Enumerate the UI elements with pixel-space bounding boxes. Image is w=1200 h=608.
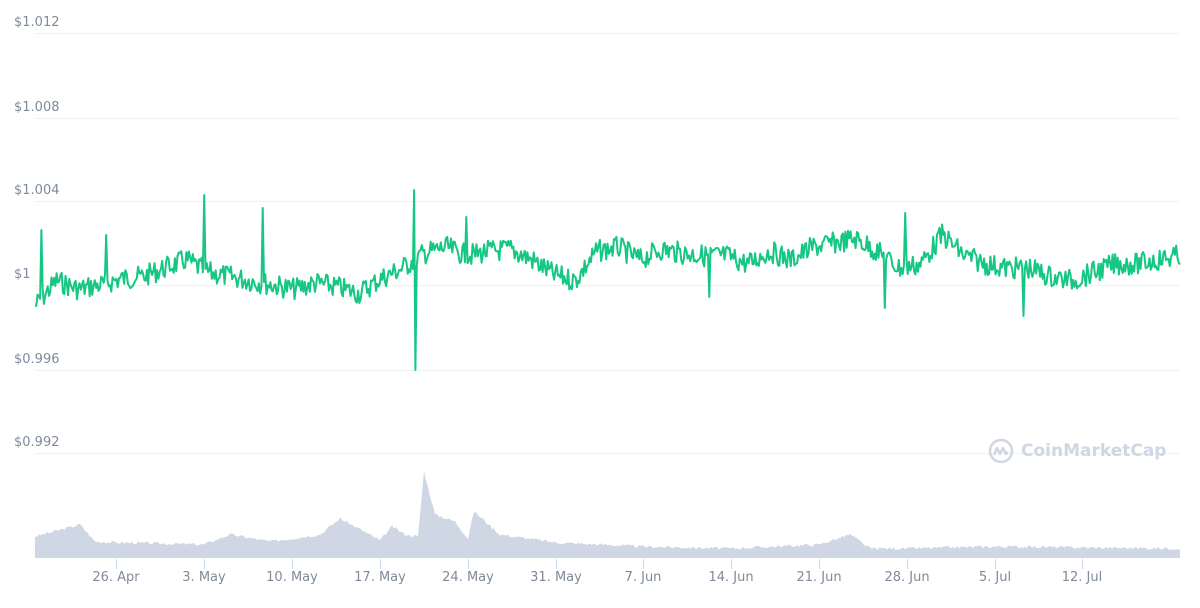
x-axis-label: 21. Jun	[796, 570, 842, 585]
y-axis-label: $1.012	[14, 15, 60, 30]
y-axis-label: $0.996	[14, 352, 60, 367]
x-axis-tick	[643, 559, 644, 569]
y-axis-label: $1.008	[14, 100, 60, 115]
x-axis-label: 26. Apr	[92, 570, 140, 585]
volume-area	[35, 471, 1180, 558]
x-axis-tick	[556, 559, 557, 569]
x-axis-tick	[819, 559, 820, 569]
x-axis-tick	[731, 559, 732, 569]
x-axis-label: 17. May	[354, 570, 406, 585]
x-axis-label: 28. Jun	[884, 570, 930, 585]
gridline-1000	[35, 285, 1180, 286]
x-axis-tick	[292, 559, 293, 569]
x-axis-tick	[380, 559, 381, 569]
y-axis-label: $1	[14, 267, 31, 282]
price-line	[34, 189, 1181, 371]
x-axis-tick	[116, 559, 117, 569]
gridline-1008	[35, 118, 1180, 119]
x-axis-tick	[468, 559, 469, 569]
x-axis-label: 12. Jul	[1061, 570, 1103, 585]
gridline-1012	[35, 33, 1180, 34]
coinmarketcap-watermark: CoinMarketCap	[987, 437, 1166, 465]
x-axis-label: 31. May	[530, 570, 582, 585]
x-axis-label: 10. May	[266, 570, 318, 585]
coinmarketcap-logo-icon	[988, 438, 1014, 464]
y-axis-label: $0.992	[14, 435, 60, 450]
x-axis-label: 24. May	[442, 570, 494, 585]
gridline-1004	[35, 201, 1180, 202]
x-axis-tick	[907, 559, 908, 569]
x-axis-tick	[204, 559, 205, 569]
x-axis-tick	[1082, 559, 1083, 569]
x-axis-tick	[995, 559, 996, 569]
x-axis-label: 3. May	[182, 570, 226, 585]
x-axis-label: 5. Jul	[978, 570, 1012, 585]
gridline-0996	[35, 370, 1180, 371]
y-axis-label: $1.004	[14, 183, 60, 198]
x-axis-label: 14. Jun	[708, 570, 754, 585]
watermark-text: CoinMarketCap	[1021, 441, 1167, 461]
x-axis-label: 7. Jun	[624, 570, 662, 585]
gridline-0992	[35, 453, 1180, 454]
